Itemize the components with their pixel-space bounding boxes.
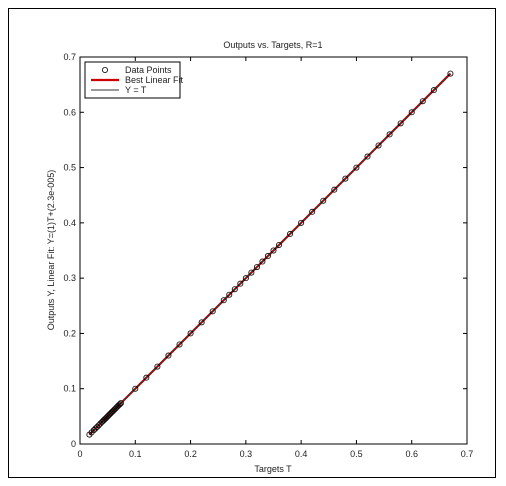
x-tick-label: 0.4 (295, 449, 308, 459)
data-point (397, 120, 404, 127)
data-point (198, 319, 205, 326)
data-point (165, 352, 172, 359)
y-tick-label: 0.5 (63, 163, 76, 173)
data-point (231, 286, 238, 293)
data-point (364, 153, 371, 160)
data-point (143, 374, 150, 381)
data-point (154, 363, 161, 370)
data-point (430, 87, 437, 94)
data-point (276, 241, 283, 248)
data-point (331, 186, 338, 193)
chart-marks (86, 70, 454, 438)
chart-title: Outputs vs. Targets, R=1 (223, 40, 322, 50)
data-point (132, 385, 139, 392)
data-point (259, 258, 266, 265)
data-point (95, 422, 102, 429)
data-point (419, 98, 426, 105)
x-axis-label: Targets T (254, 464, 292, 474)
data-point (353, 164, 360, 171)
data-point (408, 109, 415, 116)
data-point (220, 297, 227, 304)
data-point (270, 247, 277, 254)
y-tick-label: 0.6 (63, 107, 76, 117)
y-tick-label: 0.1 (63, 384, 76, 394)
y-tick-label: 0 (71, 439, 76, 449)
data-point (116, 401, 123, 408)
data-point (264, 253, 271, 260)
y-axis-label: Outputs Y, Linear Fit: Y=(1)T+(2.3e-005) (46, 170, 56, 331)
x-tick-label: 0.7 (461, 449, 474, 459)
data-point (90, 427, 97, 434)
x-tick-label: 0 (77, 449, 82, 459)
x-tick-label: 0.5 (350, 449, 363, 459)
data-point (209, 308, 216, 315)
data-point (375, 142, 382, 149)
y-tick-label: 0.3 (63, 273, 76, 283)
x-tick-label: 0.3 (240, 449, 253, 459)
data-point (386, 131, 393, 138)
y-tick-label: 0.4 (63, 218, 76, 228)
data-point (242, 275, 249, 282)
data-point (447, 70, 454, 77)
data-point (176, 341, 183, 348)
y-tick-label: 0.2 (63, 328, 76, 338)
data-point (287, 230, 294, 237)
legend-marker-data-points (102, 67, 109, 74)
legend-label: Y = T (125, 85, 147, 95)
x-tick-label: 0.1 (129, 449, 142, 459)
data-point (248, 269, 255, 276)
data-point (92, 425, 99, 432)
axis-ticks: 0 0.1 0.2 0.3 0.4 0.5 0.6 0.7 0 0.1 0.2 0.3 0.4 0.5 0.… (63, 52, 473, 459)
y-tick-label: 0.7 (63, 52, 76, 62)
legend-label: Best Linear Fit (125, 75, 184, 85)
data-point (226, 291, 233, 298)
data-point (309, 208, 316, 215)
data-point (187, 330, 194, 337)
data-point (253, 264, 260, 271)
data-point (320, 197, 327, 204)
legend-label: Data Points (125, 65, 172, 75)
data-point (94, 423, 101, 430)
data-point (117, 400, 124, 407)
x-tick-label: 0.6 (405, 449, 418, 459)
data-point (342, 175, 349, 182)
x-tick-label: 0.2 (184, 449, 197, 459)
data-point (298, 219, 305, 226)
data-point (237, 280, 244, 287)
